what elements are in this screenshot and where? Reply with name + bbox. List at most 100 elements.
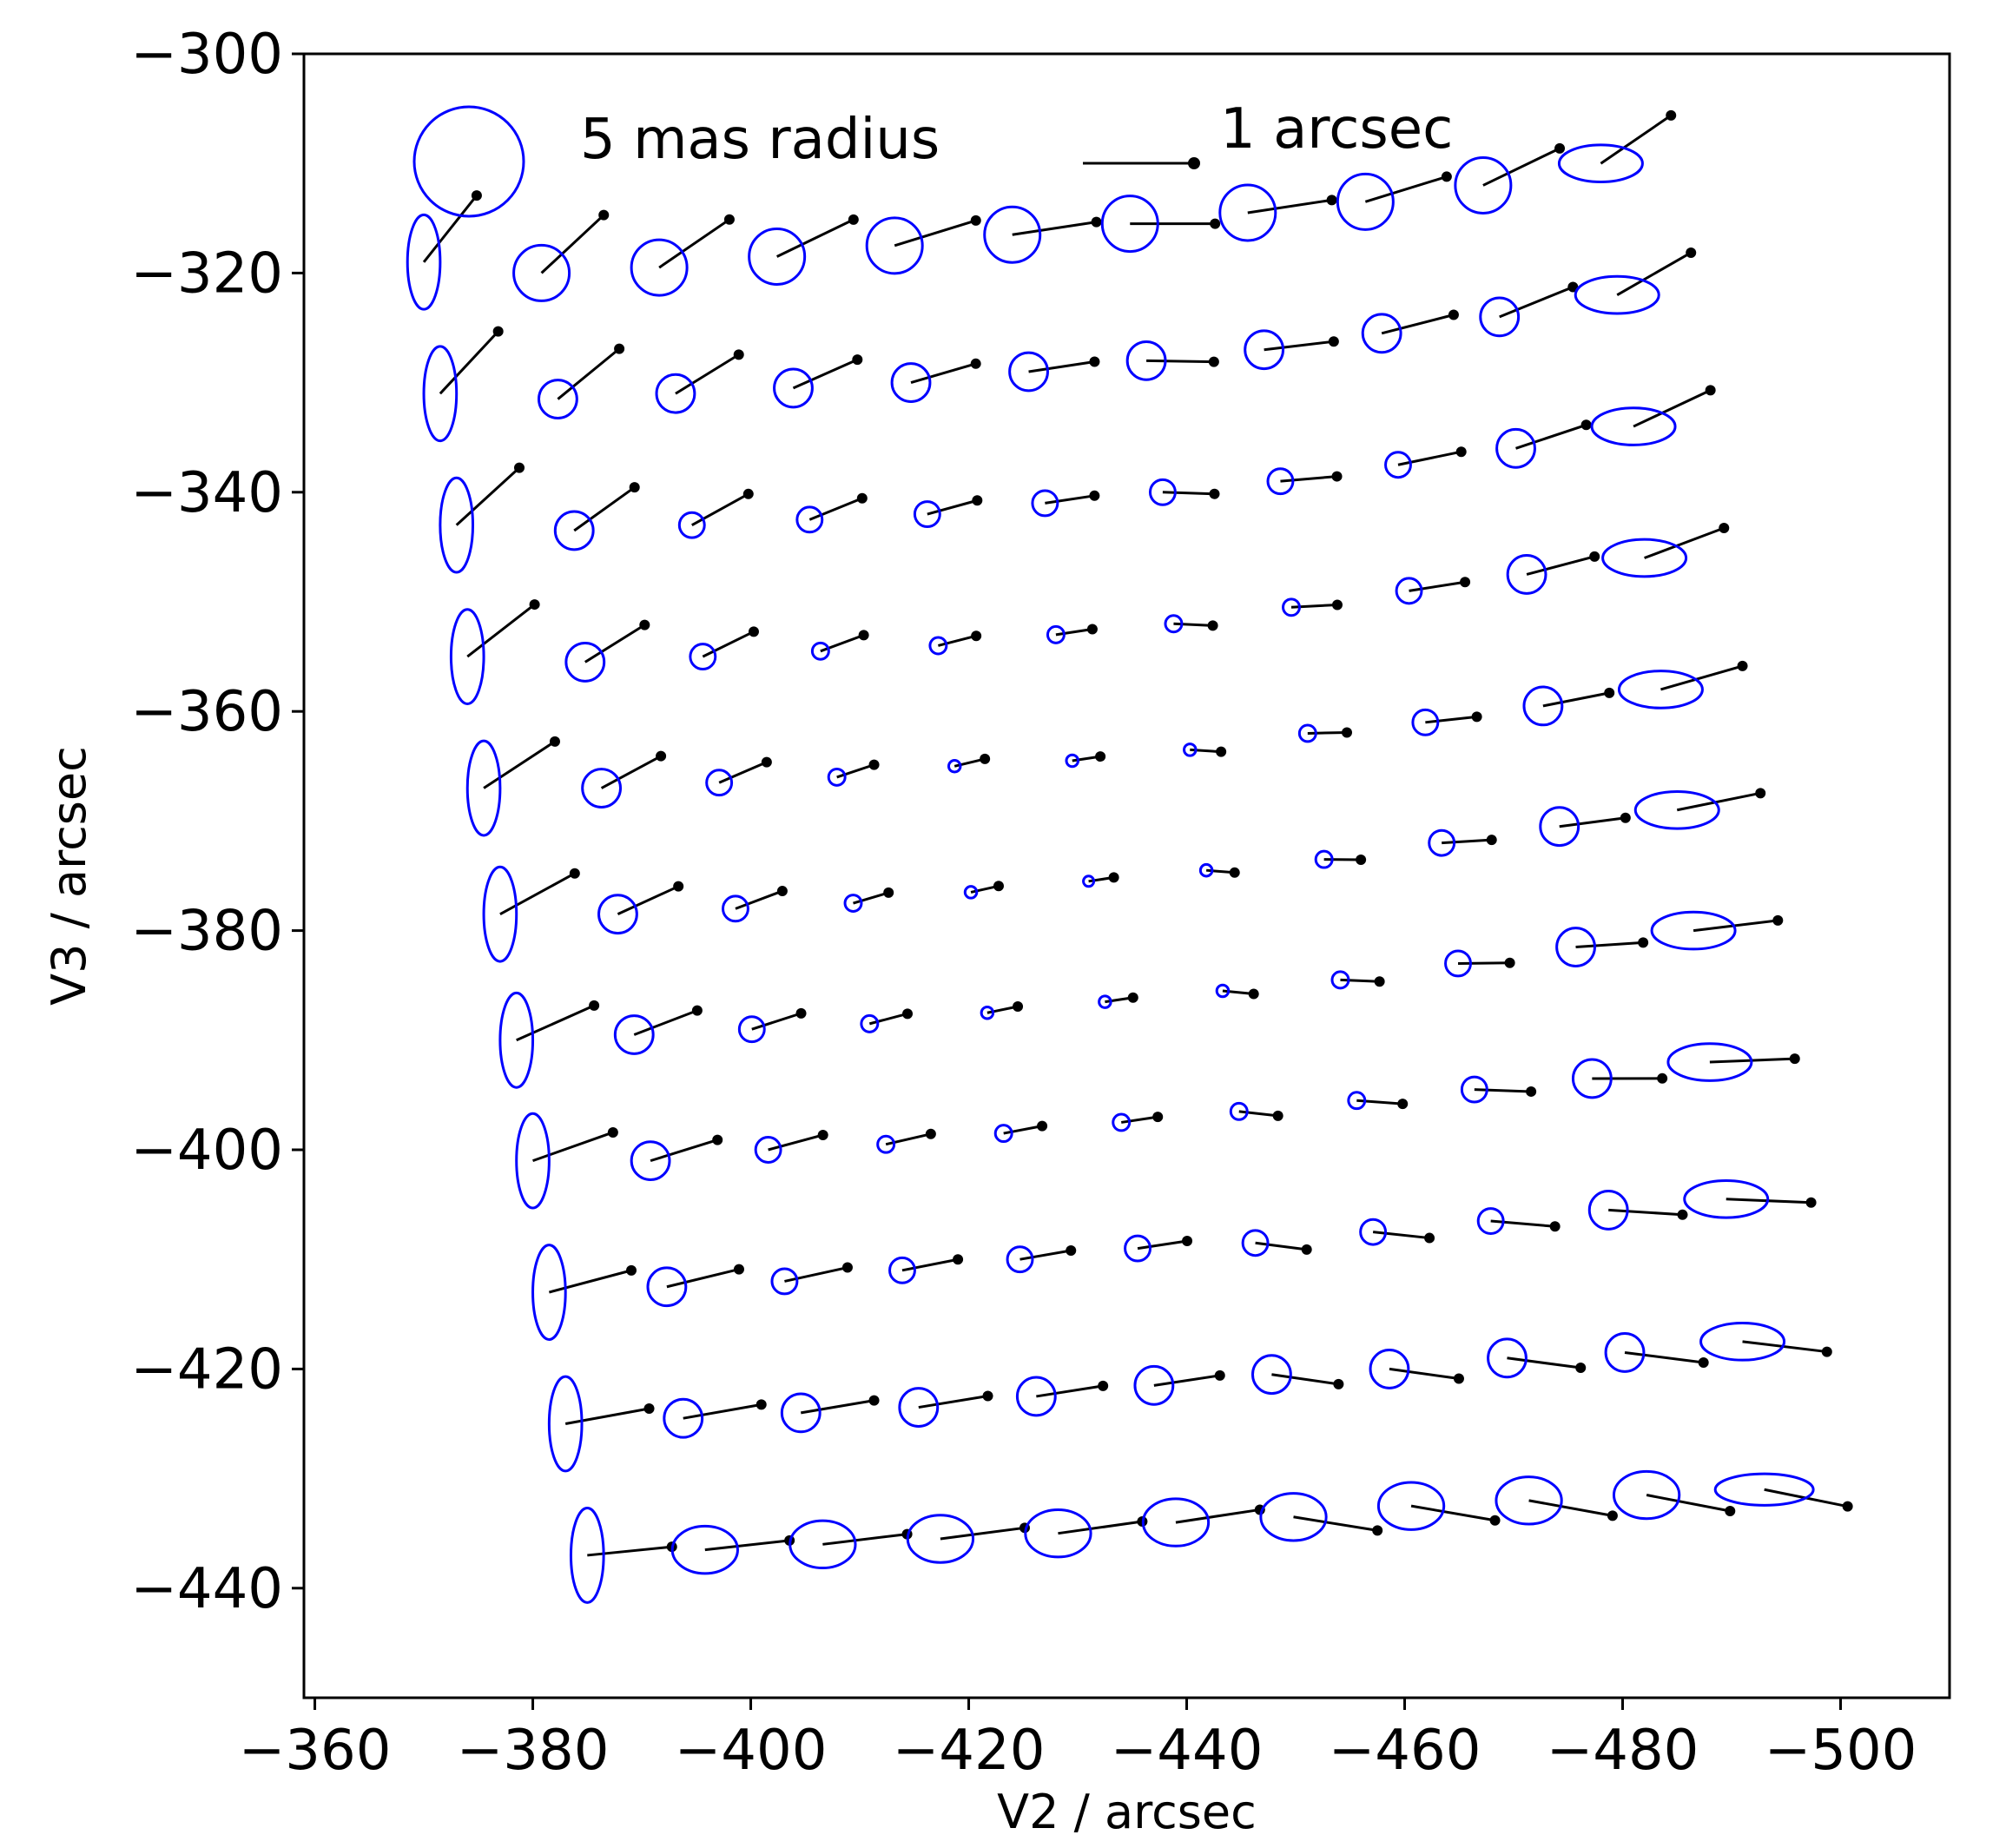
vector-endpoint: [1705, 385, 1716, 396]
displacement-vector: [683, 1402, 762, 1420]
legend: 5 mas radius 1 arcsec: [412, 97, 1453, 218]
error-ellipse: [890, 362, 932, 404]
displacement-vector: [751, 1012, 802, 1031]
displacement-vector: [1608, 1208, 1683, 1217]
displacement-vector: [658, 218, 730, 269]
vector-endpoint: [1331, 471, 1343, 482]
vector-endpoint: [1086, 624, 1098, 635]
error-ellipse: [1125, 340, 1167, 381]
error-ellipse: [963, 885, 979, 900]
vector-endpoint: [1091, 216, 1102, 228]
displacement-vector: [1389, 1367, 1460, 1380]
displacement-vector: [1442, 838, 1492, 845]
displacement-vector: [768, 1133, 824, 1152]
error-ellipse: [1460, 1075, 1488, 1104]
error-ellipse: [1164, 614, 1184, 634]
error-ellipse: [515, 1112, 551, 1210]
error-ellipse: [1476, 1207, 1505, 1235]
error-ellipse: [1601, 538, 1688, 578]
error-ellipse: [737, 1015, 766, 1044]
legend-vector-dot: [1188, 157, 1200, 169]
vector-endpoint: [1666, 109, 1677, 121]
displacement-vector: [532, 1131, 614, 1163]
vector-endpoint: [1098, 1380, 1109, 1391]
displacement-vector: [600, 755, 662, 789]
vector-endpoint: [1182, 1235, 1193, 1246]
error-ellipse: [1024, 1508, 1092, 1559]
error-ellipse: [482, 865, 518, 963]
displacement-vector: [1293, 1515, 1378, 1532]
x-tick-label: −400: [675, 1719, 828, 1783]
vector-endpoint: [1424, 1232, 1435, 1244]
vector-endpoint: [1089, 356, 1100, 367]
displacement-vector: [704, 1539, 790, 1552]
x-axis-ticks: −360 −380 −400 −420 −440 −460 −480 −500: [239, 1698, 1917, 1783]
error-ellipse: [613, 1014, 655, 1055]
error-ellipse: [1612, 1469, 1681, 1521]
vector-endpoint: [1108, 872, 1119, 883]
error-ellipse: [498, 991, 535, 1089]
vector-endpoint: [569, 868, 580, 879]
error-ellipse: [1444, 949, 1472, 978]
error-ellipse: [1650, 910, 1737, 951]
error-ellipse: [1384, 451, 1412, 479]
error-ellipse: [449, 608, 485, 705]
vector-endpoint: [817, 1129, 828, 1140]
displacement-vector: [1600, 114, 1673, 165]
error-ellipse: [1006, 1245, 1034, 1274]
vector-endpoint: [795, 1007, 807, 1019]
error-ellipse: [1082, 874, 1096, 888]
error-ellipse: [1395, 577, 1423, 605]
error-ellipse: [1008, 351, 1049, 393]
error-ellipse: [655, 373, 696, 414]
error-ellipse: [1428, 828, 1456, 857]
vector-endpoint: [1604, 687, 1615, 698]
displacement-vector: [1660, 664, 1743, 691]
vector-endpoint: [1372, 1525, 1383, 1536]
error-ellipse: [1539, 806, 1580, 848]
vector-endpoint: [970, 358, 981, 369]
x-tick-label: −380: [457, 1719, 610, 1783]
displacement-vector: [822, 1533, 907, 1546]
vector-endpoint: [1526, 1086, 1537, 1097]
error-ellipse: [1336, 172, 1395, 231]
axes-frame: [302, 52, 1951, 1700]
vector-endpoint: [980, 753, 991, 764]
legend-vector-label: 1 arcsec: [1220, 97, 1453, 162]
vector-endpoint: [1755, 788, 1766, 799]
displacement-vector: [1173, 622, 1213, 627]
y-tick-label: −420: [130, 1337, 283, 1402]
vector-endpoint: [1772, 914, 1784, 926]
vector-endpoint: [1589, 551, 1600, 562]
displacement-vector: [666, 1268, 740, 1289]
error-ellipse: [1259, 1492, 1328, 1542]
displacement-vector: [1507, 1356, 1581, 1370]
displacement-vector: [1019, 1249, 1072, 1261]
error-ellipse: [1282, 597, 1301, 617]
y-axis-label: V3 / arcsec: [42, 746, 96, 1006]
vector-endpoint: [1374, 976, 1385, 987]
displacement-vector: [1457, 961, 1510, 965]
error-ellipse: [1359, 1218, 1388, 1246]
error-ellipse: [1557, 143, 1644, 184]
error-ellipse: [947, 759, 962, 774]
vector-endpoint: [1328, 336, 1339, 347]
displacement-vector: [499, 872, 576, 915]
chart-marks: [406, 109, 1853, 1604]
vector-endpoint: [1719, 523, 1730, 534]
displacement-vector: [483, 740, 556, 789]
error-ellipse: [1604, 1332, 1646, 1373]
error-ellipse: [1571, 1058, 1613, 1099]
error-ellipse: [1314, 849, 1334, 869]
vector-endpoint: [748, 626, 759, 637]
displacement-vector: [1162, 491, 1215, 496]
displacement-vector: [1542, 691, 1610, 708]
displacement-vector: [1742, 1340, 1827, 1354]
error-ellipse: [1250, 1354, 1292, 1396]
vector-endpoint: [1013, 1000, 1024, 1012]
y-tick-label: −440: [130, 1557, 283, 1621]
displacement-vector: [1616, 251, 1692, 296]
vector-endpoint: [1489, 1515, 1501, 1526]
displacement-vector: [927, 498, 978, 516]
displacement-vector: [1409, 580, 1466, 592]
